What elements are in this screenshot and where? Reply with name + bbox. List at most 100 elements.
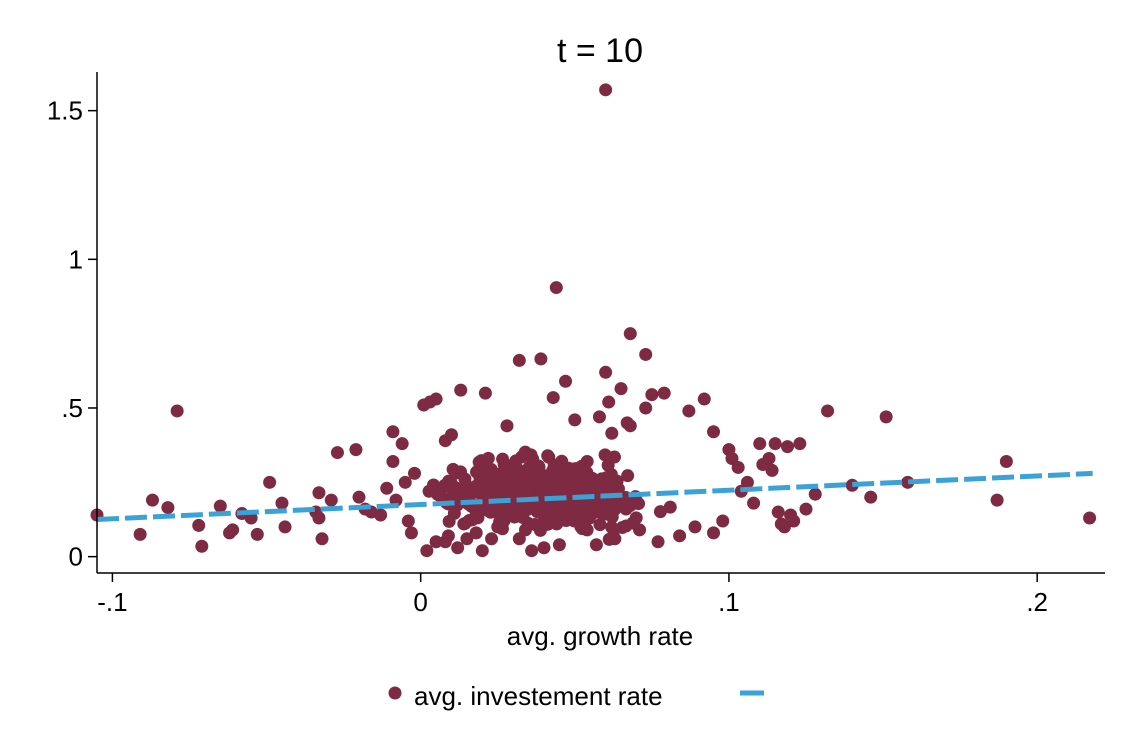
data-point xyxy=(552,538,566,552)
data-point xyxy=(651,535,665,549)
data-point xyxy=(639,347,653,361)
cloud-point xyxy=(499,459,513,473)
data-point xyxy=(250,527,264,541)
data-point xyxy=(213,499,227,513)
data-point xyxy=(417,398,431,412)
cloud-point xyxy=(572,482,586,496)
data-point xyxy=(454,383,468,397)
cloud-point xyxy=(534,505,548,519)
plot-area xyxy=(90,83,1097,558)
data-point xyxy=(623,419,637,433)
y-tick-label: 0 xyxy=(69,542,83,572)
data-point xyxy=(592,410,606,424)
data-point xyxy=(747,496,761,510)
data-point xyxy=(506,505,520,519)
data-point xyxy=(475,544,489,558)
data-point xyxy=(771,505,785,519)
cloud-point xyxy=(481,451,495,465)
data-point xyxy=(608,532,622,546)
data-point xyxy=(469,526,483,540)
data-point xyxy=(765,463,779,477)
data-point xyxy=(263,475,277,489)
data-point xyxy=(380,481,394,495)
data-point xyxy=(780,440,794,454)
data-point xyxy=(645,388,659,402)
data-point xyxy=(161,501,175,515)
data-point xyxy=(457,517,471,531)
data-point xyxy=(808,487,822,501)
data-point xyxy=(633,523,647,537)
data-point xyxy=(821,404,835,418)
data-point xyxy=(673,529,687,543)
data-point xyxy=(133,527,147,541)
data-point xyxy=(441,529,455,543)
data-point xyxy=(534,352,548,366)
cloud-point xyxy=(541,517,555,531)
cloud-point xyxy=(605,520,619,534)
data-point xyxy=(444,428,458,442)
data-point xyxy=(460,532,474,546)
cloud-point xyxy=(511,462,525,476)
data-point xyxy=(688,520,702,534)
data-point xyxy=(537,541,551,555)
data-point xyxy=(549,281,563,295)
x-tick-label: .1 xyxy=(718,587,740,617)
data-point xyxy=(429,392,443,406)
data-point xyxy=(478,386,492,400)
data-point xyxy=(404,526,418,540)
chart-title: t = 10 xyxy=(557,32,643,70)
cloud-point xyxy=(603,478,617,492)
data-point xyxy=(525,544,539,558)
data-point xyxy=(386,455,400,469)
data-point xyxy=(485,532,499,546)
x-tick-label: -.1 xyxy=(97,587,127,617)
data-point xyxy=(562,511,576,525)
data-point xyxy=(518,523,532,537)
data-point xyxy=(192,518,206,532)
data-point xyxy=(568,413,582,427)
cloud-point xyxy=(608,495,622,509)
x-tick-label: 0 xyxy=(413,587,427,617)
data-point xyxy=(324,493,338,507)
data-point xyxy=(605,426,619,440)
data-point xyxy=(420,544,434,558)
data-point xyxy=(315,532,329,546)
data-point xyxy=(901,475,915,489)
data-point xyxy=(753,437,767,451)
cloud-point xyxy=(551,462,565,476)
data-point xyxy=(707,526,721,540)
cloud-point xyxy=(623,499,637,513)
data-point xyxy=(599,365,613,379)
data-point xyxy=(512,353,526,367)
cloud-point xyxy=(473,463,487,477)
data-point xyxy=(195,539,209,553)
data-point xyxy=(602,395,616,409)
data-point xyxy=(352,490,366,504)
data-point xyxy=(697,392,711,406)
data-point xyxy=(500,419,514,433)
axes: 0 .5 1 1.5 -.1 0 .1 .2 xyxy=(47,72,1105,617)
data-point xyxy=(1083,511,1097,525)
data-point xyxy=(731,460,745,474)
legend-marker-points xyxy=(388,686,402,700)
cloud-point xyxy=(524,448,538,462)
cloud-point xyxy=(593,518,607,532)
data-point xyxy=(278,520,292,534)
cloud-point xyxy=(523,465,537,479)
data-point xyxy=(170,404,184,418)
data-point xyxy=(599,83,613,97)
data-point xyxy=(614,382,628,396)
data-point xyxy=(639,401,653,415)
cloud-point xyxy=(619,519,633,533)
cloud-point xyxy=(427,478,441,492)
data-point xyxy=(401,514,415,528)
legend: avg. investement rate xyxy=(388,681,764,711)
cloud-point xyxy=(653,505,667,519)
y-tick-label: 1 xyxy=(69,244,83,274)
data-point xyxy=(226,523,240,537)
data-point xyxy=(623,327,637,341)
data-point xyxy=(374,508,388,522)
fit-line xyxy=(96,470,1093,522)
cloud-point xyxy=(663,500,677,514)
cloud-point xyxy=(605,510,619,524)
